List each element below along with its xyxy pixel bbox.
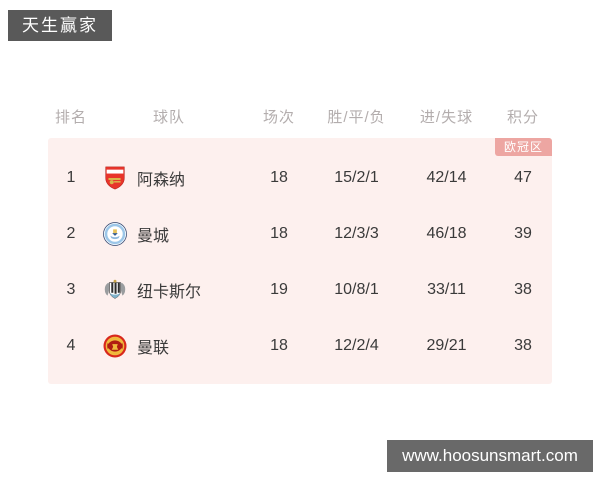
team-name: 曼联 xyxy=(137,340,170,357)
champions-league-zone-badge: 欧冠区 xyxy=(494,138,552,156)
table-row: 4 曼联 18 12/2/4 29/21 38 xyxy=(48,318,552,374)
team-name: 曼城 xyxy=(137,228,170,245)
manchester-united-crest-icon xyxy=(103,334,127,358)
goals-value: 33/11 xyxy=(427,281,466,298)
team-name: 阿森纳 xyxy=(137,172,186,189)
goals-value: 42/14 xyxy=(426,169,467,186)
newcastle-crest-icon xyxy=(104,279,126,299)
table-body: 欧冠区 1 阿森纳 18 15/2/1 42/14 47 2 xyxy=(48,138,552,384)
team-cell: 曼联 xyxy=(94,333,244,359)
rank-value: 4 xyxy=(66,337,76,354)
team-cell: 曼城 xyxy=(94,221,244,247)
header-played: 场次 xyxy=(262,109,295,126)
team-cell: 阿森纳 xyxy=(94,165,244,191)
rank-value: 2 xyxy=(66,225,76,242)
goals-value: 46/18 xyxy=(426,225,467,242)
header-wdl: 胜/平/负 xyxy=(327,109,386,126)
points-value: 38 xyxy=(514,337,532,354)
points-value: 38 xyxy=(514,281,532,298)
played-value: 18 xyxy=(270,225,288,242)
table-row: 3 纽卡斯尔 19 10/8/1 33/11 38 xyxy=(48,262,552,318)
points-value: 47 xyxy=(514,169,532,186)
points-value: 39 xyxy=(514,225,532,242)
brand-badge: 天生赢家 xyxy=(8,10,112,41)
watermark-url: www.hoosunsmart.com xyxy=(387,440,593,472)
standings-table: 排名 球队 场次 胜/平/负 进/失球 积分 欧冠区 1 阿森纳 18 15/2… xyxy=(48,95,552,384)
table-row: 2 曼城 18 12/3/3 46/18 39 xyxy=(48,206,552,262)
team-name: 纽卡斯尔 xyxy=(137,284,202,301)
played-value: 19 xyxy=(270,281,288,298)
table-row: 1 阿森纳 18 15/2/1 42/14 47 xyxy=(48,150,552,206)
manchester-city-crest-icon xyxy=(103,222,127,246)
header-points: 积分 xyxy=(506,109,539,126)
wdl-value: 12/3/3 xyxy=(334,225,379,242)
played-value: 18 xyxy=(270,169,288,186)
header-rank: 排名 xyxy=(54,109,87,126)
wdl-value: 12/2/4 xyxy=(334,337,379,354)
team-cell: 纽卡斯尔 xyxy=(94,277,244,303)
table-header-row: 排名 球队 场次 胜/平/负 进/失球 积分 xyxy=(48,95,552,138)
header-team: 球队 xyxy=(152,109,185,126)
arsenal-crest-icon xyxy=(105,166,125,190)
wdl-value: 15/2/1 xyxy=(334,169,379,186)
wdl-value: 10/8/1 xyxy=(334,281,379,298)
played-value: 18 xyxy=(270,337,288,354)
rank-value: 1 xyxy=(66,169,76,186)
goals-value: 29/21 xyxy=(426,337,467,354)
header-goals: 进/失球 xyxy=(419,109,474,126)
rank-value: 3 xyxy=(66,281,76,298)
